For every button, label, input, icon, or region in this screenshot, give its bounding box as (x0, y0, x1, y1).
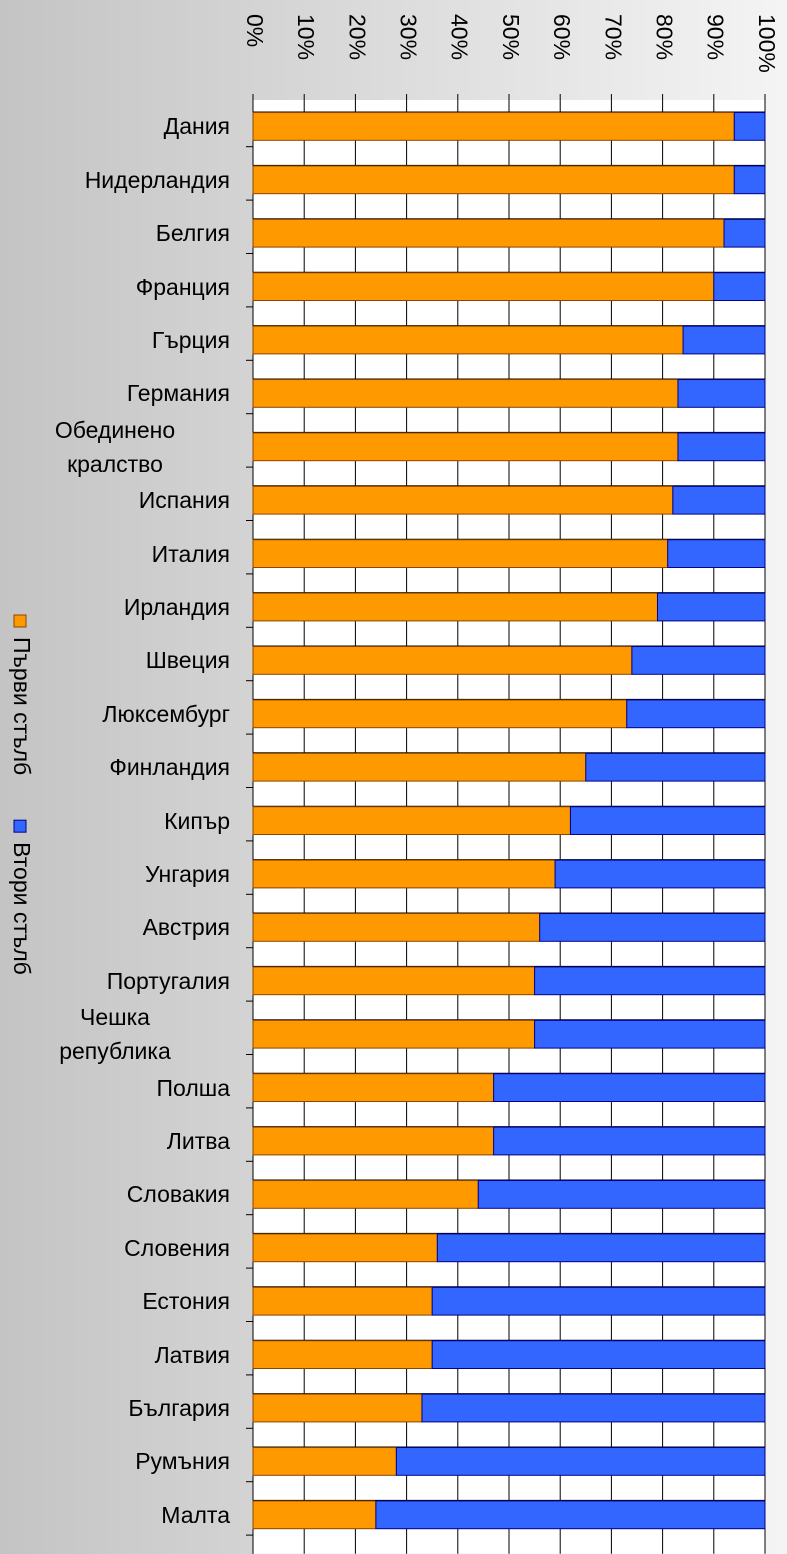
bar (252, 1340, 433, 1370)
y-tick-label: Швеция (145, 647, 230, 674)
bar (252, 379, 679, 408)
bar (677, 379, 766, 408)
bar (493, 1126, 766, 1156)
x-tick-label: 10% (293, 14, 319, 60)
y-tick-label: Дания (163, 113, 230, 140)
bar (554, 859, 766, 889)
y-tick-label: Латвия (154, 1341, 230, 1368)
x-tick-label: 20% (344, 14, 370, 60)
y-tick-label: Обединено кралство (54, 416, 176, 477)
legend-label: Първи стълб (9, 637, 35, 775)
x-tick-label: 40% (447, 14, 473, 60)
bar (626, 699, 766, 729)
y-tick-label: Люксембург (102, 700, 230, 727)
bar (682, 325, 766, 355)
bar (713, 272, 766, 302)
y-tick-label: Испания (138, 487, 230, 514)
bar (431, 1286, 766, 1316)
y-tick-label: Португалия (106, 967, 230, 994)
bar (733, 165, 766, 195)
y-tick-label: Естония (142, 1288, 230, 1315)
legend-swatch (13, 614, 27, 628)
bar (431, 1340, 766, 1370)
x-tick-label: 60% (549, 14, 575, 60)
bar (677, 432, 766, 462)
bar (252, 272, 715, 302)
bar (252, 1126, 495, 1156)
bar (252, 1019, 536, 1049)
y-tick-label: Гърция (151, 327, 230, 354)
y-tick-label: Унгария (144, 861, 230, 888)
y-tick-label: Ирландия (123, 594, 230, 621)
bar (421, 1393, 766, 1423)
bar (252, 1180, 479, 1209)
bar (569, 806, 766, 836)
bar (252, 539, 669, 569)
x-tick-label: 80% (652, 14, 678, 60)
bar (252, 325, 684, 355)
bar (534, 966, 766, 996)
y-tick-label: Германия (126, 380, 230, 407)
bar (631, 646, 766, 675)
bar (252, 592, 658, 622)
bar (477, 1180, 766, 1209)
bar (252, 1393, 423, 1423)
y-tick-label: Малта (161, 1501, 230, 1528)
bar (539, 913, 766, 942)
y-tick-label: Полша (156, 1074, 230, 1101)
y-tick-label: Финландия (109, 754, 230, 781)
y-tick-label: Словения (124, 1234, 230, 1261)
bar (252, 1286, 433, 1316)
y-tick-label: Кипър (164, 807, 230, 834)
bar (252, 913, 541, 942)
bar (252, 165, 735, 195)
x-tick-label: 90% (703, 14, 729, 60)
x-tick-label: 0% (242, 14, 268, 47)
bar (534, 1019, 766, 1049)
bar (252, 1073, 495, 1103)
x-tick-label: 100% (754, 14, 780, 73)
bar (733, 112, 766, 141)
y-tick-label: Италия (151, 540, 230, 567)
y-tick-label: Австрия (142, 914, 230, 941)
y-tick-label: Литва (166, 1128, 230, 1155)
bar (252, 1500, 377, 1530)
y-tick-label: Белгия (155, 220, 230, 247)
bar (656, 592, 766, 622)
x-tick-label: 30% (396, 14, 422, 60)
bar (252, 1233, 438, 1263)
y-tick-label: Румъния (135, 1448, 230, 1475)
bar (252, 432, 679, 462)
legend-label: Втори стълб (9, 842, 35, 975)
bar (667, 539, 766, 569)
bar (252, 806, 571, 836)
y-tick-label: Франция (135, 273, 230, 300)
y-tick-label: България (128, 1395, 230, 1422)
bar (252, 966, 536, 996)
bar (252, 112, 735, 141)
y-tick-label: Словакия (126, 1181, 230, 1208)
bar (723, 218, 766, 248)
x-tick-label: 50% (498, 14, 524, 60)
legend-swatch (13, 819, 27, 833)
bar (252, 485, 674, 515)
bar (252, 218, 725, 248)
bar (375, 1500, 766, 1530)
x-tick-label: 70% (600, 14, 626, 60)
bar (252, 859, 556, 889)
bar (252, 646, 633, 675)
bar (585, 752, 766, 782)
bar (436, 1233, 766, 1263)
bar (493, 1073, 766, 1103)
bar (252, 699, 628, 729)
y-tick-label: Нидерландия (84, 166, 230, 193)
bar (252, 1447, 397, 1476)
bar (252, 752, 587, 782)
bar (395, 1447, 766, 1476)
y-tick-label: Чешка република (59, 1004, 171, 1065)
bar (672, 485, 766, 515)
